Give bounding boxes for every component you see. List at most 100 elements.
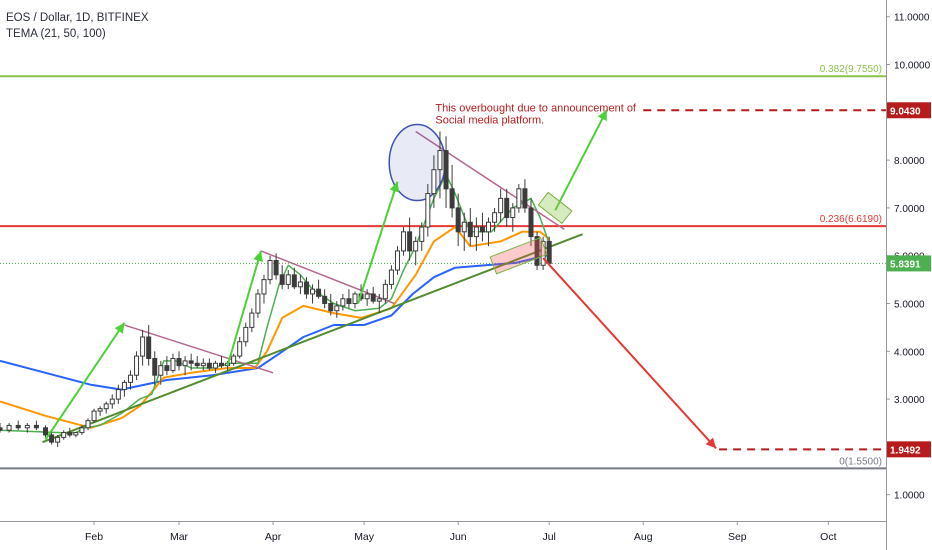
candle [140,329,146,366]
candle [97,406,103,416]
candle [134,351,140,380]
candle-body [121,381,127,391]
candle-body [194,362,200,367]
price-label-text: 1.9492 [890,445,921,456]
price-tick-label: 10.0000 [894,61,931,72]
candle-body [364,293,370,300]
candle [267,255,273,285]
candle [285,270,291,290]
candle [394,246,400,275]
candle-body [316,288,322,297]
candle-body [152,357,158,376]
candle [334,301,340,318]
candle-body [79,427,85,434]
fib-level-label: 0.236(6.6190) [820,214,882,225]
candle [310,284,316,304]
candle-body [370,293,376,302]
candle-body [449,188,455,209]
candle [219,356,224,369]
candle [61,430,67,440]
price-tick-label: 7.0000 [894,204,925,215]
impulse-arrow-2 [226,250,263,366]
candle [340,293,346,311]
candle-body [219,362,224,367]
candle [261,274,267,304]
time-tick-label: Feb [85,531,103,543]
arrow-shaft [542,257,717,450]
tema-50-line [0,226,550,429]
candle [431,155,437,208]
candle-body [334,305,340,312]
support-trendline [42,233,583,444]
price-label-text: 9.0430 [890,106,921,117]
candle-body [182,360,188,367]
candle [346,289,352,309]
price-tick-label: 11.0000 [894,13,930,24]
candle [24,423,30,433]
candle-body [134,355,140,376]
candle-body [285,274,291,285]
candle-body [0,427,3,431]
candle [231,353,237,366]
candle [212,360,218,373]
impulse-arrow-3 [357,181,400,304]
candle-body [546,240,552,264]
candle [376,293,382,314]
candle-body [394,250,400,271]
candle [328,293,334,316]
candle-body [49,434,55,443]
arrow-head [389,181,400,193]
candle [303,277,309,299]
candle-body [206,362,212,369]
candle-body [486,221,492,233]
arrow-shaft [554,109,608,211]
candle [194,356,200,369]
candle-body [170,357,176,371]
price-tick-label: 5.0000 [894,300,925,311]
candle-body [467,221,473,238]
candle-body [382,283,388,300]
candle-body [310,288,316,295]
candle [449,164,455,218]
candle-body [376,298,382,302]
impulse-arrow-1 [44,322,126,441]
arrow-head [114,322,125,334]
candle-body [419,226,425,242]
candle-body [15,424,21,429]
candle [85,418,91,431]
price-label-box [887,441,931,458]
candle-body [200,362,206,367]
candle [437,131,443,199]
candle [182,356,188,376]
candle [243,322,249,347]
breakdown-box [489,236,548,275]
candle-body [73,432,79,436]
price-tick-label: 1.0000 [894,491,925,502]
candle-body [43,427,49,436]
candle-body [231,355,237,364]
candle-body [255,293,261,314]
candle-body [340,298,346,307]
candle-body [55,436,61,443]
candle [176,351,182,371]
candle [115,384,121,404]
candle [152,351,158,385]
candle [352,291,358,309]
arrow-shaft [226,250,262,366]
candle-body [115,389,121,400]
candle [461,212,467,251]
time-tick-label: Jul [542,531,555,543]
symbol-title: EOS / Dollar, 1D, BITFINEX [6,12,149,24]
candle-body [413,240,419,252]
candle [188,353,194,371]
candle [249,308,255,333]
candle-body [443,150,449,190]
time-tick-label: Jun [450,531,467,543]
candle [516,184,522,213]
candle [546,236,552,266]
candle-body [303,281,309,295]
candle-body [425,193,431,228]
candle [419,222,425,251]
price-axis-background [886,0,932,550]
